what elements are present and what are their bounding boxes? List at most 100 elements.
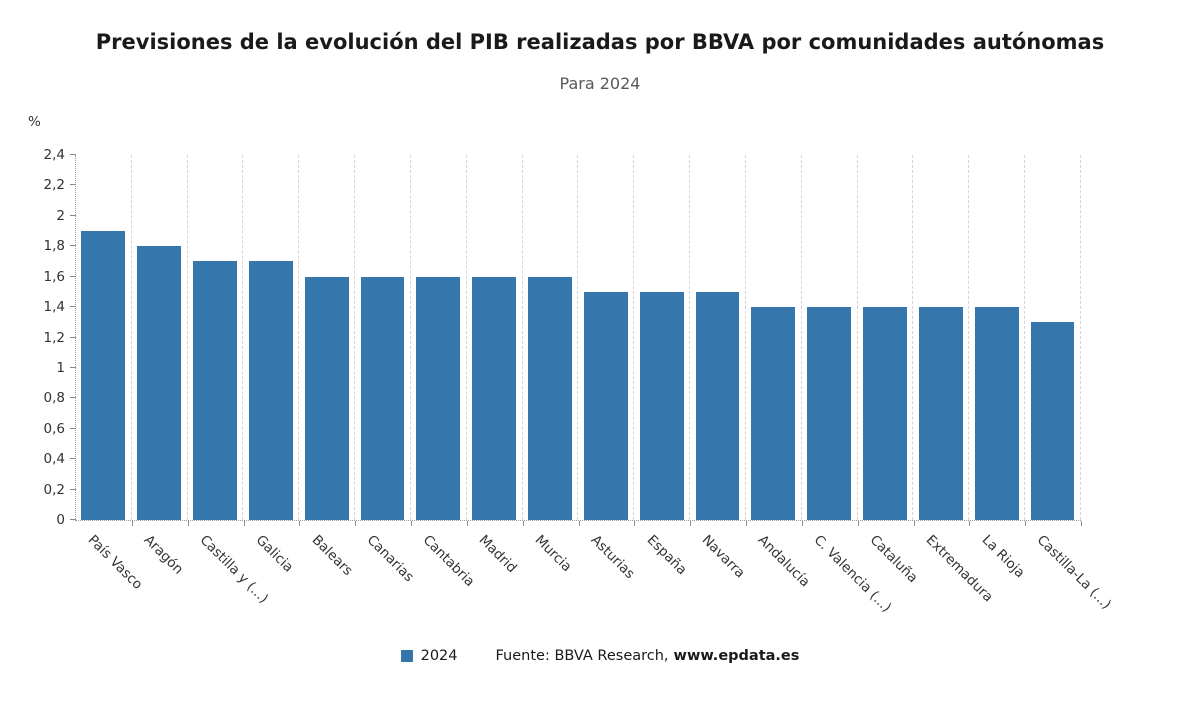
y-axis-tick-label: 0,6 — [43, 420, 65, 437]
x-axis-label: Galicia — [252, 532, 297, 576]
y-axis-tick-label: 1,8 — [43, 238, 65, 255]
x-axis-tick — [746, 521, 747, 526]
x-axis-label: Cataluña — [866, 532, 921, 587]
y-axis-tick-label: 1,2 — [43, 329, 65, 346]
x-axis-tick — [1081, 521, 1082, 526]
y-axis-tick-label: 2 — [56, 207, 65, 224]
plot-area: 0 0,2 0,4 0,6 0,8 1 1,2 1,4 1,6 1,8 2 2,2 2,4 — [44, 147, 1082, 528]
x-axis-tick — [243, 521, 245, 526]
y-axis-tick — [70, 458, 76, 460]
bar-column — [800, 155, 857, 520]
y-axis-tick — [70, 245, 76, 247]
y-axis-tick — [70, 427, 76, 429]
y-axis-tick-label: 2,4 — [43, 147, 65, 163]
bar[interactable] — [974, 307, 1019, 520]
source-prefix: Fuente: BBVA Research, — [495, 648, 669, 664]
bar-column — [354, 155, 410, 520]
bar[interactable] — [81, 231, 126, 520]
y-axis-tick-label: 1,6 — [43, 268, 65, 285]
bar-column — [130, 155, 187, 520]
y-axis-tick — [70, 397, 76, 399]
y-axis-tick — [70, 275, 76, 277]
bar-column — [521, 155, 578, 520]
x-axis-tick — [299, 521, 301, 526]
bar-column — [912, 155, 968, 520]
y-axis-tick — [70, 366, 76, 368]
bar[interactable] — [583, 291, 628, 520]
y-axis-tick — [70, 214, 76, 216]
bar-column — [186, 155, 243, 520]
bar[interactable] — [416, 276, 461, 520]
x-axis-label: Navarra — [699, 532, 749, 582]
x-axis-tick — [578, 521, 580, 526]
y-axis-tick — [70, 488, 76, 490]
x-axis-tick — [131, 521, 133, 526]
y-axis-tick-label: 0,4 — [43, 451, 65, 468]
bars-container — [76, 155, 1081, 520]
y-axis-tick-label: 0,2 — [43, 481, 65, 498]
x-axis-label: País Vasco — [84, 532, 146, 593]
x-axis-tick — [913, 521, 915, 526]
chart-title: Previsiones de la evolución del PIB real… — [95, 30, 1105, 54]
bar-column — [968, 155, 1024, 520]
bar[interactable] — [639, 291, 684, 520]
x-axis-tick — [801, 521, 803, 526]
x-axis-label: Canarias — [364, 532, 418, 586]
legend-swatch-icon — [400, 650, 413, 662]
bar[interactable] — [137, 246, 182, 520]
legend: 2024 — [400, 648, 458, 664]
bar[interactable] — [695, 291, 740, 520]
bar[interactable] — [528, 276, 572, 520]
bar-column — [633, 155, 689, 520]
bar[interactable] — [472, 276, 517, 520]
y-axis-tick — [70, 336, 76, 338]
x-axis-tick — [466, 521, 468, 526]
x-axis-label: España — [643, 532, 690, 579]
y-axis-tick-label: 0 — [56, 512, 65, 528]
x-axis-labels: País Vasco Aragón Castilla y (...) Galicia B… — [75, 524, 1115, 642]
source: Fuente: BBVA Research, www.epdata.es — [496, 648, 800, 664]
x-axis-label: La Rioja — [978, 532, 1028, 582]
y-axis-tick-label: 1,4 — [43, 299, 65, 316]
x-axis-tick — [355, 521, 357, 526]
x-axis-label: Balears — [308, 532, 356, 579]
x-axis-label: Andalucía — [754, 532, 814, 591]
bar[interactable] — [751, 307, 796, 520]
x-axis-tick — [187, 521, 189, 526]
bar[interactable] — [918, 307, 963, 520]
bar[interactable] — [193, 261, 237, 520]
x-axis-tick — [1025, 521, 1027, 526]
bar[interactable] — [863, 307, 907, 520]
bar-column — [1024, 155, 1080, 520]
y-axis-unit-label: % — [28, 114, 41, 130]
bar-column — [76, 155, 131, 520]
bar-column — [689, 155, 745, 520]
y-axis-tick-label: 1 — [56, 359, 65, 376]
y-axis-tick — [70, 154, 76, 155]
bar[interactable] — [807, 307, 852, 520]
bar-column — [242, 155, 298, 520]
x-axis-label: Madrid — [475, 532, 520, 577]
y-axis-tick — [70, 519, 76, 520]
bar[interactable] — [248, 261, 293, 520]
bar[interactable] — [1030, 322, 1075, 520]
bar-column — [744, 155, 801, 520]
bar-column — [409, 155, 466, 520]
bar[interactable] — [360, 276, 405, 520]
bar-column — [856, 155, 913, 520]
y-axis-tick-label: 2,2 — [43, 177, 65, 194]
x-axis-label: Asturias — [587, 532, 638, 583]
x-axis-label: Aragón — [140, 532, 187, 578]
x-axis-tick — [857, 521, 859, 526]
chart-subtitle: Para 2024 — [559, 74, 641, 93]
bar[interactable] — [304, 276, 349, 520]
x-axis-label: Castilla-La (...) — [1034, 532, 1115, 613]
y-axis-tick-label: 0,8 — [43, 390, 65, 407]
footer: 2024 Fuente: BBVA Research, www.epdata.es — [0, 648, 1200, 664]
bar-column — [465, 155, 522, 520]
x-axis-tick — [969, 521, 971, 526]
bar-column — [298, 155, 354, 520]
x-axis-tick — [522, 521, 524, 526]
source-link[interactable]: www.epdata.es — [673, 648, 800, 664]
x-axis-tick — [411, 521, 412, 526]
